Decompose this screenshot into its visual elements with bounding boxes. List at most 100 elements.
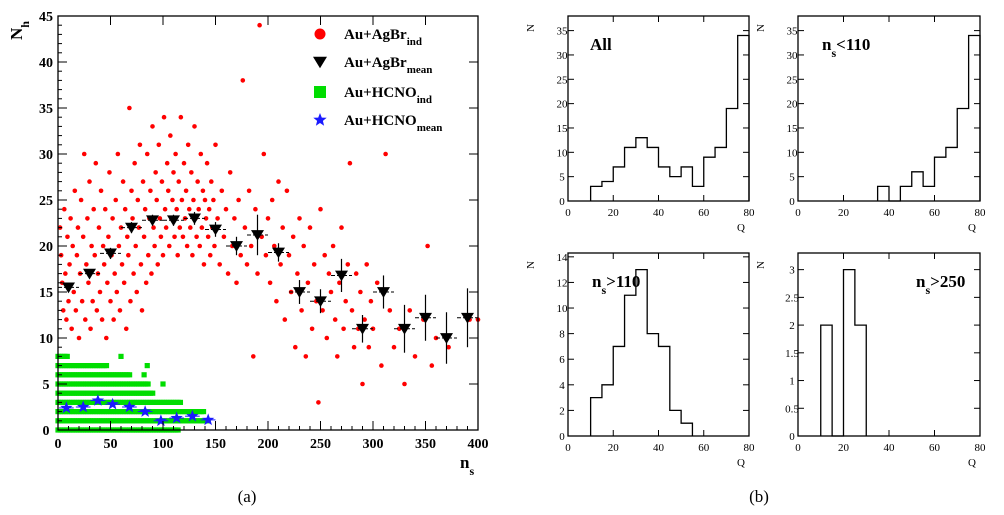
- histogram-bin: [681, 423, 692, 436]
- agbr-ind-point: [184, 243, 190, 249]
- agbr-mean-marker: [440, 333, 453, 344]
- x-tick-label: 100: [153, 437, 174, 452]
- caption-a: (a): [238, 487, 257, 506]
- agbr-ind-point: [195, 179, 200, 184]
- hist-y-axis-title: N: [525, 24, 537, 32]
- agbr-ind-point: [150, 124, 155, 129]
- agbr-ind-point: [335, 354, 340, 359]
- hcno-mean-marker: [77, 400, 90, 413]
- agbr-ind-point: [267, 280, 273, 286]
- agbr-ind-point: [238, 252, 243, 258]
- agbr-ind-point: [146, 252, 151, 258]
- agbr-ind-point: [221, 234, 227, 240]
- agbr-mean-marker: [293, 287, 306, 298]
- caption-b: (b): [749, 487, 769, 506]
- agbr-mean-marker: [62, 282, 75, 294]
- agbr-ind-point: [108, 298, 113, 304]
- agbr-ind-point: [223, 206, 229, 212]
- agbr-ind-point: [227, 170, 233, 175]
- agbr-ind-point: [97, 289, 103, 295]
- agbr-ind-point: [84, 262, 89, 267]
- agbr-ind-point: [186, 206, 192, 212]
- hcno-ind-marker: [160, 381, 166, 387]
- agbr-ind-point: [141, 234, 147, 240]
- hist-y-tick-label: 0: [559, 431, 565, 443]
- hcno-mean-marker: [106, 397, 119, 410]
- agbr-ind-point: [347, 160, 353, 166]
- agbr-ind-point: [144, 151, 150, 157]
- hist-x-tick-label: 60: [929, 442, 941, 454]
- histogram-panel-4: 0 20 40 60 80 0 0.5 1 1.5 2 2.5 3 Q Nns>250: [755, 252, 987, 469]
- histogram-bin: [957, 109, 968, 202]
- agbr-ind-point: [280, 225, 286, 230]
- hist-x-tick-label: 0: [565, 442, 571, 454]
- hist-x-tick-label: 40: [653, 442, 665, 454]
- hist-y-tick-label: 2: [559, 405, 565, 417]
- legend-marker-circle: [314, 28, 326, 40]
- agbr-ind-point: [205, 234, 211, 240]
- agbr-ind-point: [168, 133, 173, 138]
- hcno-mean-marker: [123, 400, 136, 413]
- agbr-ind-point: [307, 225, 313, 230]
- agbr-ind-point: [391, 344, 397, 350]
- agbr-ind-point: [105, 280, 110, 286]
- agbr-ind-point: [215, 216, 220, 221]
- agbr-ind-point: [137, 142, 143, 148]
- agbr-ind-point: [274, 298, 279, 304]
- agbr-ind-point: [136, 225, 142, 230]
- agbr-ind-point: [158, 234, 164, 240]
- agbr-ind-point: [174, 206, 179, 212]
- agbr-mean-marker: [377, 287, 390, 298]
- agbr-ind-point: [255, 271, 260, 276]
- agbr-ind-point: [234, 280, 239, 286]
- agbr-ind-point: [72, 188, 78, 194]
- agbr-ind-point: [96, 225, 102, 230]
- agbr-ind-point: [128, 298, 133, 304]
- agbr-ind-point: [175, 252, 180, 258]
- hist-x-tick-label: 80: [744, 207, 756, 219]
- hcno-ind-marker: [64, 353, 70, 359]
- hcno-ind-marker: [141, 372, 147, 378]
- agbr-mean-marker: [230, 241, 243, 252]
- histogram-bin: [855, 325, 866, 436]
- hist-y-tick-label: 0: [789, 196, 795, 208]
- agbr-ind-point: [177, 225, 183, 230]
- hist-x-axis-title: Q: [737, 222, 745, 234]
- agbr-ind-point: [89, 243, 94, 249]
- agbr-ind-point: [76, 335, 82, 341]
- agbr-ind-point: [92, 252, 98, 258]
- hist-y-tick-label: 20: [787, 99, 799, 111]
- y-tick-label: 15: [39, 286, 53, 301]
- hcno-mean-marker: [154, 414, 168, 427]
- agbr-ind-point: [197, 243, 203, 249]
- hist-y-tick-label: 4: [559, 380, 565, 392]
- agbr-ind-point: [107, 170, 112, 175]
- agbr-mean-marker: [314, 296, 327, 308]
- agbr-ind-point: [167, 243, 172, 249]
- agbr-ind-point: [86, 280, 91, 286]
- hist-y-tick-label: 10: [557, 147, 569, 159]
- agbr-ind-point: [99, 317, 105, 322]
- agbr-ind-point: [135, 197, 141, 203]
- agbr-ind-point: [328, 289, 334, 295]
- agbr-ind-point: [155, 262, 161, 267]
- hist-x-tick-label: 80: [975, 442, 987, 454]
- agbr-ind-point: [311, 262, 317, 267]
- histogram-bin: [923, 186, 934, 201]
- agbr-mean-marker: [461, 312, 474, 324]
- agbr-ind-point: [349, 308, 355, 313]
- agbr-ind-point: [125, 234, 130, 240]
- hist-x-axis-title: Q: [968, 222, 976, 234]
- agbr-ind-point: [123, 326, 129, 332]
- legend-entry: Au+HCNOmean: [344, 113, 442, 134]
- agbr-ind-point: [67, 262, 72, 267]
- hist-x-tick-label: 20: [838, 442, 850, 454]
- agbr-ind-point: [341, 326, 346, 332]
- agbr-ind-point: [180, 234, 186, 240]
- hist-x-tick-label: 0: [565, 207, 571, 219]
- agbr-ind-point: [353, 271, 359, 276]
- agbr-ind-point: [122, 206, 128, 212]
- agbr-ind-point: [162, 206, 168, 212]
- hcno-ind-marker: [191, 409, 198, 415]
